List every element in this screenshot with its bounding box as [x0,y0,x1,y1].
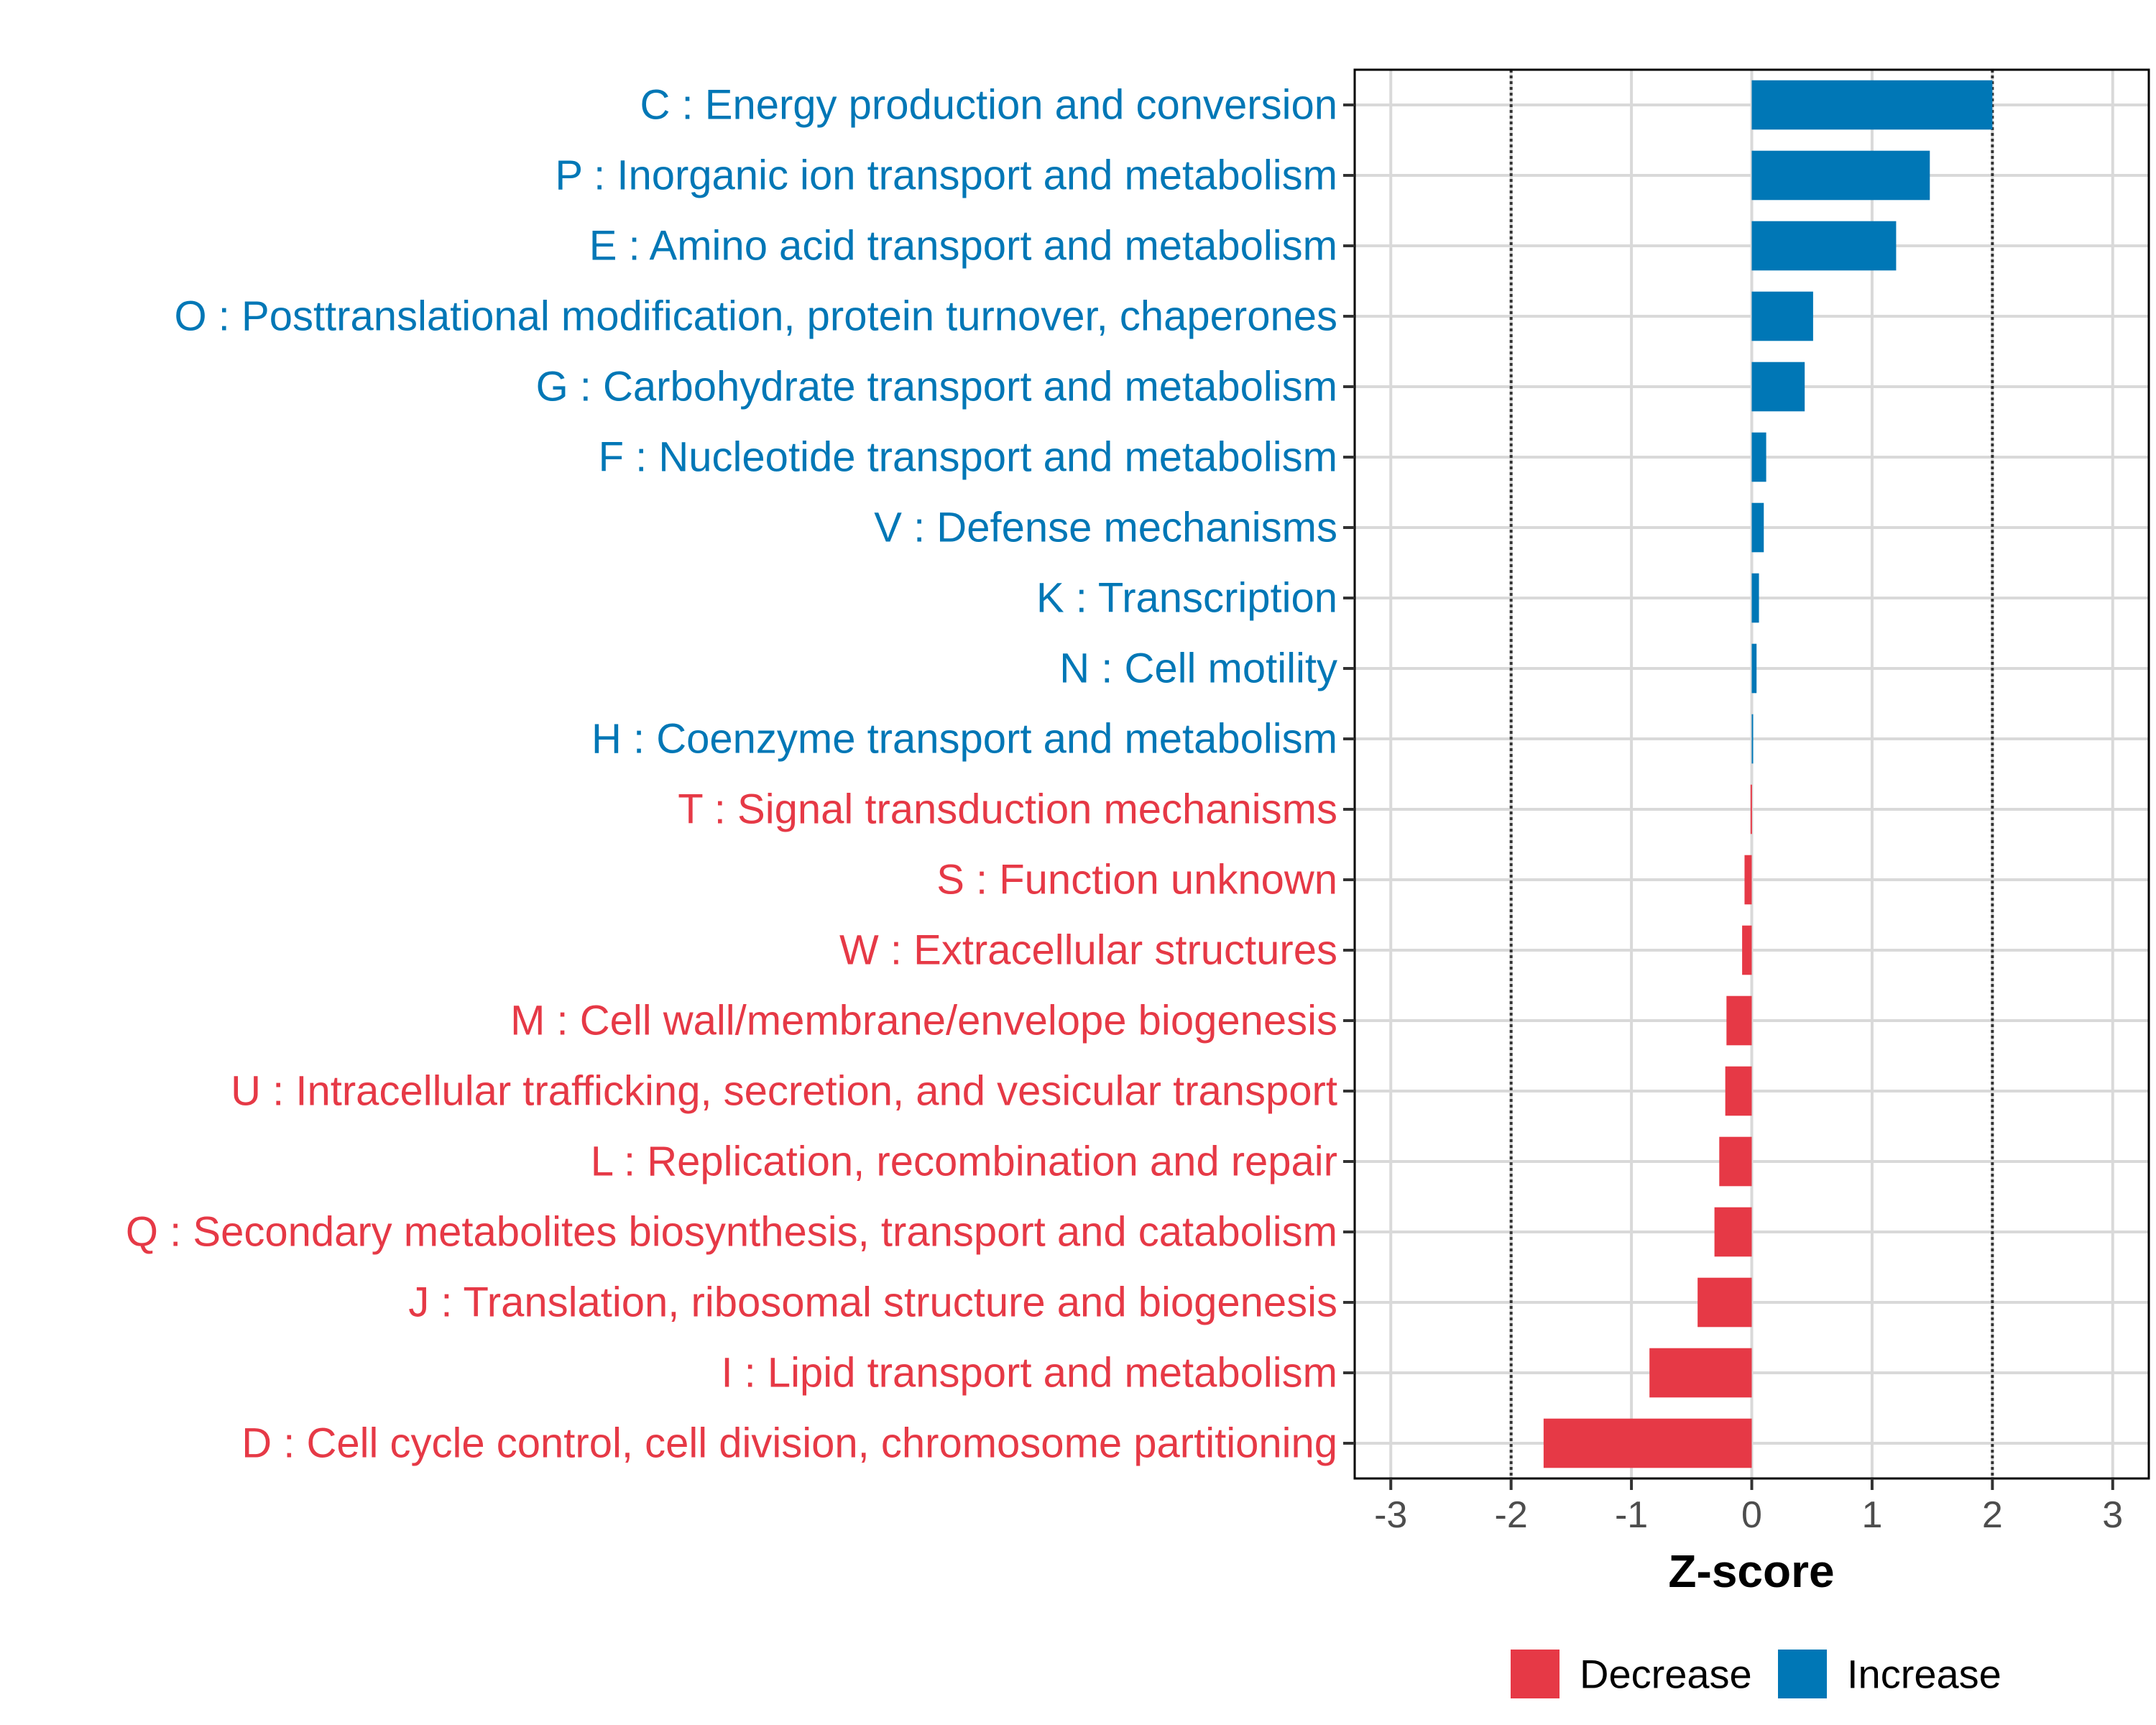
category-label: J : Translation, ribosomal structure and… [408,1279,1337,1326]
bar [1751,643,1757,694]
x-tick-label: 2 [1982,1494,2003,1536]
x-tick-label: -1 [1615,1494,1648,1536]
bar [1744,855,1752,905]
reference-lines [1509,70,1994,1478]
bar [1742,925,1752,975]
bar [1697,1277,1752,1328]
legend-swatch [1511,1650,1560,1698]
category-label: C : Energy production and conversion [640,82,1337,129]
legend-label: Increase [1847,1652,2001,1697]
category-label: Q : Secondary metabolites biosynthesis, … [126,1209,1337,1256]
bar [1751,150,1930,201]
bar [1751,362,1805,412]
bar [1751,221,1897,271]
category-label: I : Lipid transport and metabolism [721,1350,1337,1397]
bar [1726,995,1752,1046]
category-label: P : Inorganic ion transport and metaboli… [555,152,1337,199]
bar [1750,784,1752,834]
x-tick-label: -3 [1374,1494,1407,1536]
bar [1751,432,1766,482]
bar [1751,80,1993,130]
category-label: L : Replication, recombination and repai… [591,1138,1337,1185]
category-label: W : Extracellular structures [839,927,1337,974]
category-label: T : Signal transduction mechanisms [678,786,1337,833]
category-label: V : Defense mechanisms [874,505,1337,551]
category-label: K : Transcription [1036,575,1337,622]
category-label: G : Carbohydrate transport and metabolis… [536,364,1337,410]
bar [1719,1136,1752,1187]
bar [1543,1418,1752,1468]
legend: Decrease Increase [1511,1650,2001,1698]
x-tick-label: 1 [1861,1494,1882,1536]
bar [1751,291,1813,341]
category-label: D : Cell cycle control, cell division, c… [241,1420,1337,1467]
x-axis-ticks: -3 -2 -1 0 1 2 3 [1374,1478,2123,1536]
y-axis-category-labels: C : Energy production and conversion P : … [126,82,1337,1467]
category-label: O : Posttranslational modification, prot… [175,293,1337,340]
bar [1751,714,1754,764]
y-axis-ticks [1343,104,1355,1445]
category-label: S : Function unknown [936,857,1337,903]
bars [1543,80,1993,1468]
legend-swatch [1778,1650,1827,1698]
category-label: E : Amino acid transport and metabolism [589,223,1337,270]
x-tick-label: 3 [2102,1494,2123,1536]
legend-label: Decrease [1580,1652,1752,1697]
category-label: H : Coenzyme transport and metabolism [591,716,1337,763]
category-label: F : Nucleotide transport and metabolism [599,434,1337,481]
category-label: M : Cell wall/membrane/envelope biogenes… [510,998,1337,1044]
x-tick-label: 0 [1741,1494,1762,1536]
x-tick-label: -2 [1495,1494,1528,1536]
bar [1751,502,1764,553]
x-axis-title: Z-score [1668,1545,1834,1597]
bar [1725,1066,1752,1116]
bar [1751,573,1759,623]
bar [1714,1207,1752,1257]
category-label: U : Intracellular trafficking, secretion… [231,1068,1337,1115]
bar [1649,1348,1752,1398]
category-label: N : Cell motility [1059,645,1337,692]
